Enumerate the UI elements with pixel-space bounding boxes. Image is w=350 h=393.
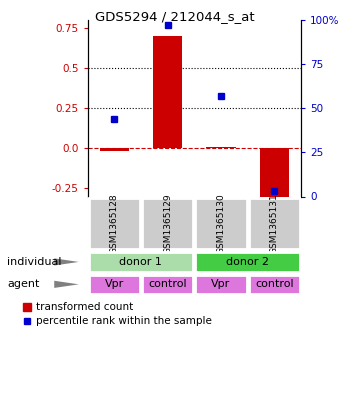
Text: agent: agent [7,279,39,289]
Bar [195,252,300,272]
Text: donor 1: donor 1 [119,257,162,267]
Text: GSM1365131: GSM1365131 [270,193,279,254]
Text: control: control [255,279,294,289]
Bar [89,252,193,272]
Bar [206,147,236,148]
Bar [89,275,140,294]
Text: GSM1365128: GSM1365128 [110,193,119,254]
Bar [260,148,289,196]
Bar [89,198,140,249]
Text: individual: individual [7,257,62,267]
Legend: transformed count, percentile rank within the sample: transformed count, percentile rank withi… [23,302,212,327]
Bar [99,148,129,151]
Bar [153,36,182,148]
Text: GDS5294 / 212044_s_at: GDS5294 / 212044_s_at [95,10,255,23]
Text: GSM1365130: GSM1365130 [216,193,225,254]
Text: GSM1365129: GSM1365129 [163,193,172,254]
Text: donor 2: donor 2 [226,257,269,267]
Bar [249,198,300,249]
Text: Vpr: Vpr [211,279,231,289]
Bar [195,275,246,294]
Polygon shape [54,258,79,266]
Polygon shape [54,281,79,288]
Text: control: control [148,279,187,289]
Bar [195,198,246,249]
Text: Vpr: Vpr [105,279,124,289]
Bar [249,275,300,294]
Bar [142,275,193,294]
Bar [142,198,193,249]
